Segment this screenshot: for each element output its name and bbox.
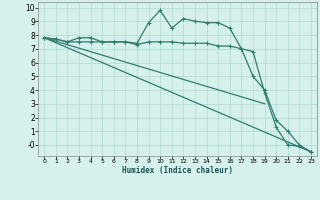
- X-axis label: Humidex (Indice chaleur): Humidex (Indice chaleur): [122, 166, 233, 175]
